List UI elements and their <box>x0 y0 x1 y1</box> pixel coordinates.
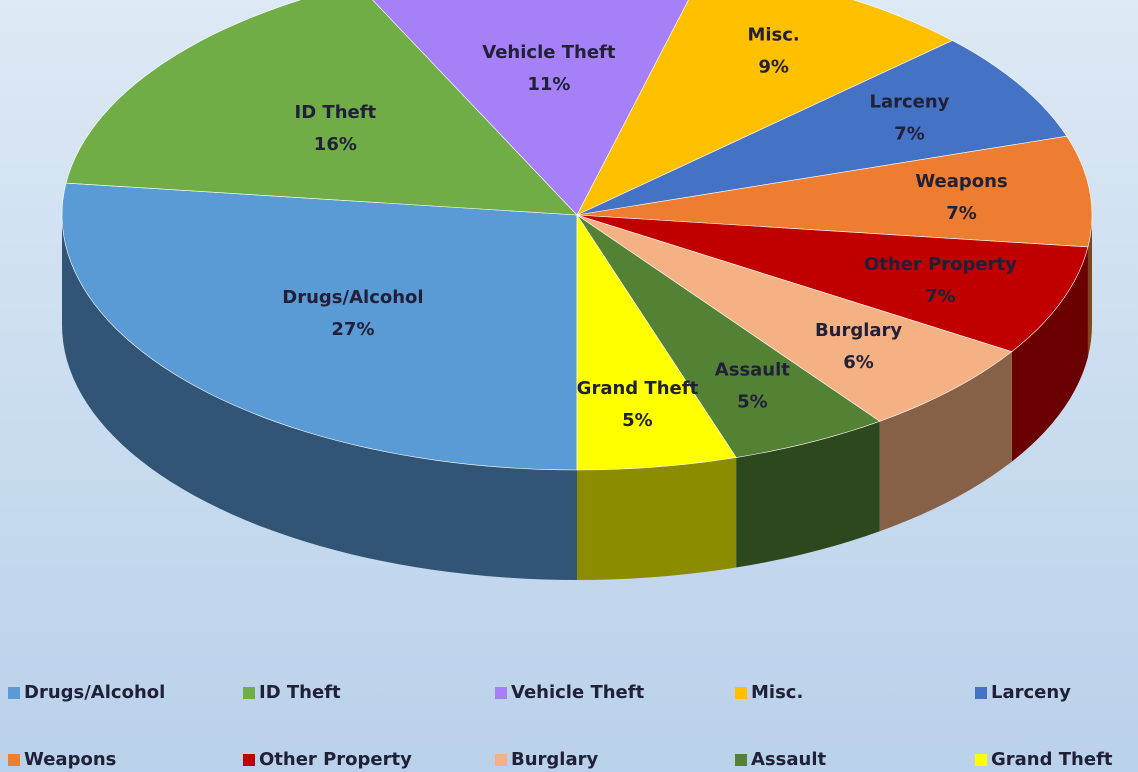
legend-label: ID Theft <box>259 682 341 703</box>
legend-swatch <box>495 687 507 699</box>
legend-label: Assault <box>751 749 826 770</box>
slice <box>576 214 881 458</box>
slice <box>65 0 578 216</box>
legend-label: Vehicle Theft <box>511 682 645 703</box>
slice-side <box>1011 246 1088 462</box>
slice-label: Larceny <box>870 92 950 113</box>
slice-label: Assault <box>715 359 790 380</box>
slice-value-label: 5% <box>737 391 768 412</box>
slice-side <box>577 457 737 580</box>
legend-swatch <box>975 687 987 699</box>
slice-label: Vehicle Theft <box>482 42 616 63</box>
slice-side <box>62 215 577 580</box>
slice-value-label: 27% <box>331 319 374 340</box>
slice <box>576 0 954 216</box>
slice-value-label: 7% <box>946 203 977 224</box>
slice <box>576 214 1013 422</box>
slice <box>576 135 1093 248</box>
legend-item: Grand Theft <box>975 749 1113 770</box>
slice-value-label: 16% <box>314 134 357 155</box>
slice-label: Burglary <box>815 320 902 341</box>
legend-label: Larceny <box>991 682 1071 703</box>
slice-label: Drugs/Alcohol <box>282 287 423 308</box>
legend-swatch <box>495 754 507 766</box>
legend-item: Other Property <box>243 749 412 770</box>
slice <box>576 40 1068 216</box>
legend-item: ID Theft <box>243 682 341 703</box>
slice-label: Weapons <box>915 171 1007 192</box>
slice-value-label: 6% <box>843 352 874 373</box>
legend-swatch <box>735 754 747 766</box>
slice-label: Other Property <box>864 254 1017 275</box>
slice-side <box>736 421 880 568</box>
legend-swatch <box>975 754 987 766</box>
legend-swatch <box>8 687 20 699</box>
slice-value-label: 9% <box>758 56 789 77</box>
slice-side <box>879 351 1012 532</box>
legend-item: Larceny <box>975 682 1071 703</box>
slice <box>372 0 689 216</box>
legend-item: Burglary <box>495 749 598 770</box>
legend-swatch <box>8 754 20 766</box>
slice-label: Grand Theft <box>577 378 699 399</box>
legend-swatch <box>243 754 255 766</box>
legend-label: Burglary <box>511 749 598 770</box>
legend-label: Drugs/Alcohol <box>24 682 165 703</box>
slice <box>576 213 737 471</box>
slice-value-label: 5% <box>622 410 653 431</box>
legend-swatch <box>735 687 747 699</box>
sides <box>62 215 1092 580</box>
tops <box>61 0 1093 471</box>
slice-label: ID Theft <box>295 102 377 123</box>
slice-value-label: 11% <box>527 74 570 95</box>
legend-item: Vehicle Theft <box>495 682 645 703</box>
legend-item: Weapons <box>8 749 116 770</box>
legend-item: Assault <box>735 749 826 770</box>
legend-swatch <box>243 687 255 699</box>
slice <box>61 182 578 471</box>
legend-label: Misc. <box>751 682 803 703</box>
slice <box>576 214 1089 352</box>
slice-side <box>1087 215 1092 357</box>
legend-item: Drugs/Alcohol <box>8 682 165 703</box>
slice-value-label: 7% <box>894 124 925 145</box>
slice-label: Misc. <box>747 24 799 45</box>
labels: Drugs/Alcohol 27% ID Theft 16% Vehicle Theft… <box>282 24 1017 431</box>
slice-value-label: 7% <box>925 286 956 307</box>
legend-item: Misc. <box>735 682 803 703</box>
legend-label: Other Property <box>259 749 412 770</box>
legend-label: Weapons <box>24 749 116 770</box>
legend-label: Grand Theft <box>991 749 1113 770</box>
